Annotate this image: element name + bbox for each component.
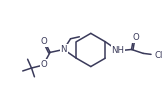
Text: O: O bbox=[132, 33, 139, 42]
Text: N: N bbox=[61, 45, 67, 54]
Text: O: O bbox=[41, 37, 48, 46]
Text: NH: NH bbox=[111, 46, 124, 55]
Text: O: O bbox=[41, 60, 48, 69]
Text: Cl: Cl bbox=[155, 51, 163, 60]
